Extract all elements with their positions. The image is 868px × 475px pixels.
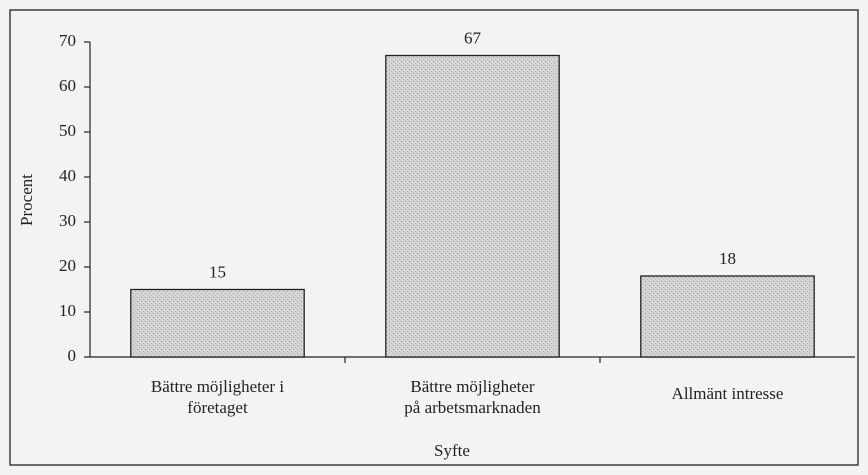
frame: [9, 9, 859, 466]
y-tick-label: 70: [59, 31, 76, 50]
y-tick-label: 30: [59, 211, 76, 230]
value-label: 15: [209, 262, 226, 281]
x-tick-label-line: på arbetsmarknaden: [404, 398, 541, 417]
x-tick-label: Bättre möjligheter i företaget: [151, 377, 284, 417]
x-tick-label-line: företaget: [187, 398, 248, 417]
bar: [640, 275, 815, 358]
y-axis-label: Procent: [17, 174, 36, 226]
y-tick-label: 0: [68, 346, 77, 365]
x-tick-label-line: Allmänt intresse: [672, 384, 784, 403]
y-tick-label: 10: [59, 301, 76, 320]
value-label: 67: [464, 28, 482, 47]
y-tick-label: 20: [59, 256, 76, 275]
x-tick-label-line: Bättre möjligheter: [410, 377, 534, 396]
x-axis-label: Syfte: [434, 441, 470, 460]
bar: [130, 288, 305, 358]
value-label: 18: [719, 249, 736, 268]
x-tick-label: Bättre möjligheter på arbetsmarknaden: [404, 377, 541, 417]
bar: [385, 54, 560, 358]
y-tick-label: 40: [59, 166, 76, 185]
y-tick-label: 60: [59, 76, 76, 95]
x-tick-label-line: Bättre möjligheter i: [151, 377, 284, 396]
x-tick-label: Allmänt intresse: [672, 384, 784, 403]
y-tick-label: 50: [59, 121, 76, 140]
